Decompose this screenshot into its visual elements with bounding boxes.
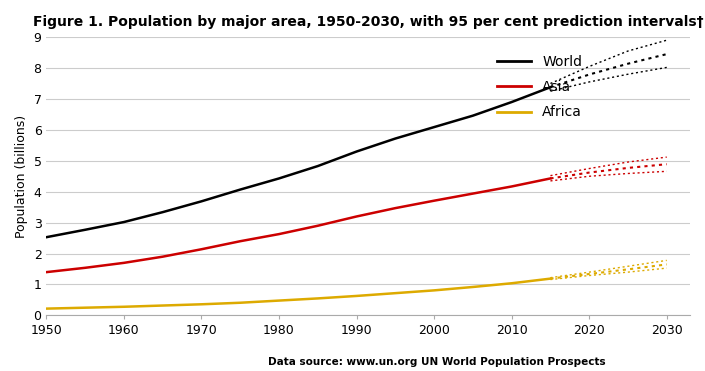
Text: Data source: www.un.org UN World Population Prospects: Data source: www.un.org UN World Populat…: [269, 357, 606, 367]
Y-axis label: Population (billions): Population (billions): [15, 115, 28, 238]
Title: Figure 1. Population by major area, 1950-2030, with 95 per cent prediction inter: Figure 1. Population by major area, 1950…: [33, 15, 704, 29]
Legend: World, Asia, Africa: World, Asia, Africa: [491, 50, 588, 125]
